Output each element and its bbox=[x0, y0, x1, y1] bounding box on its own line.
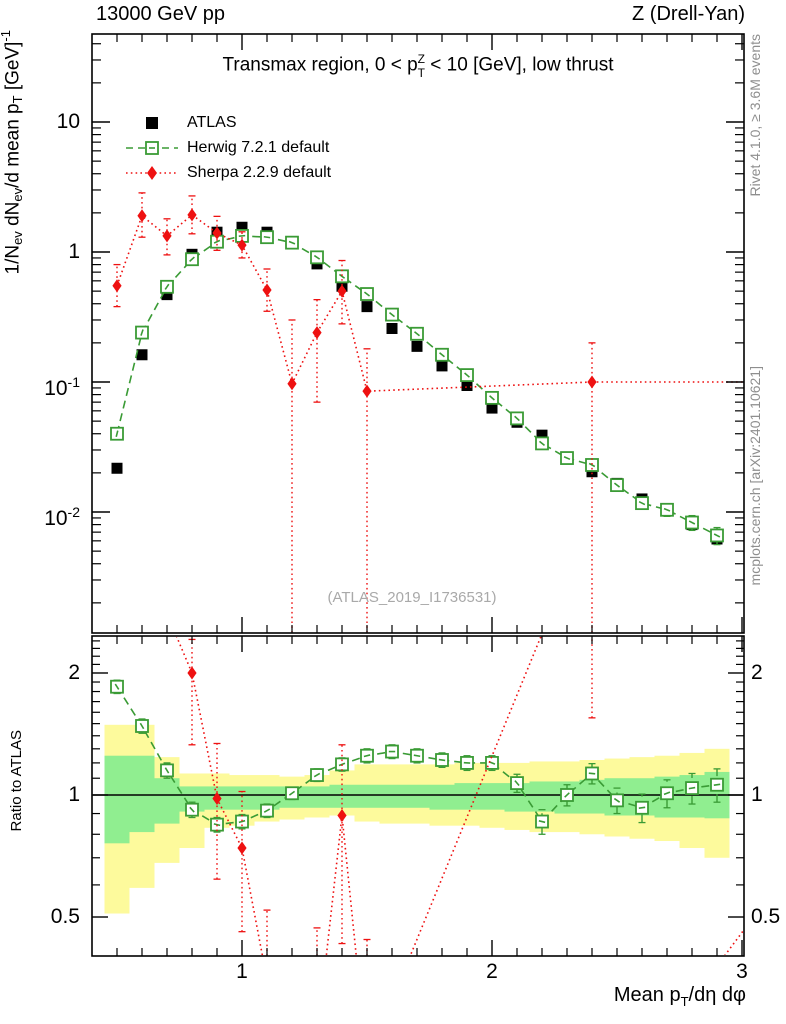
ratio-tick-label-left: 2 bbox=[68, 660, 80, 684]
x-tick-label: 1 bbox=[236, 960, 248, 983]
ratio-tick-label-right: 0.5 bbox=[751, 905, 781, 928]
x-axis-label: Mean pT/dη dφ bbox=[613, 984, 746, 1009]
sherpa-marker-icon bbox=[126, 165, 178, 181]
x-tick-label: 2 bbox=[486, 960, 498, 983]
ratio-tick-label-right: 2 bbox=[751, 660, 763, 684]
ratio-tick-label-right: 1 bbox=[751, 783, 763, 806]
y-main-tick-label: 10 bbox=[56, 110, 80, 133]
analysis-watermark: (ATLAS_2019_I1736531) bbox=[327, 589, 497, 606]
y-main-tick-label: 10-2 bbox=[44, 504, 80, 530]
rivet-version-note: Rivet 4.1.0, ≥ 3.6M events bbox=[747, 34, 763, 197]
ratio-tick-label-left: 0.5 bbox=[50, 905, 80, 928]
y-main-tick-label: 10-1 bbox=[44, 374, 80, 400]
beam-energy-header: 13000 GeV pp bbox=[96, 3, 225, 25]
atlas-marker-icon bbox=[126, 115, 178, 131]
legend-row-sherpa: Sherpa 2.2.9 default bbox=[126, 160, 331, 185]
legend-label: ATLAS bbox=[187, 113, 237, 131]
legend-row-herwig: Herwig 7.2.1 default bbox=[126, 135, 331, 160]
herwig-marker-icon bbox=[126, 140, 178, 156]
legend-label: Sherpa 2.2.9 default bbox=[187, 163, 332, 181]
x-tick-label: 3 bbox=[736, 960, 748, 983]
ratio-tick-label-left: 1 bbox=[68, 783, 80, 806]
legend-label: Herwig 7.2.1 default bbox=[187, 138, 330, 156]
mcplots-arxiv-note: mcplots.cern.ch [arXiv:2401.10621] bbox=[747, 366, 763, 586]
y-axis-label-main: 1/Nev dNev/d mean pT [GeV]-1 bbox=[0, 30, 26, 275]
process-header: Z (Drell-Yan) bbox=[632, 3, 745, 25]
legend-row-atlas: ATLAS bbox=[126, 110, 331, 135]
y-axis-label-ratio: Ratio to ATLAS bbox=[8, 730, 25, 832]
y-main-tick-label: 1 bbox=[68, 240, 80, 263]
legend: ATLAS Herwig 7.2.1 default Sherpa 2.2.9 … bbox=[126, 110, 331, 185]
